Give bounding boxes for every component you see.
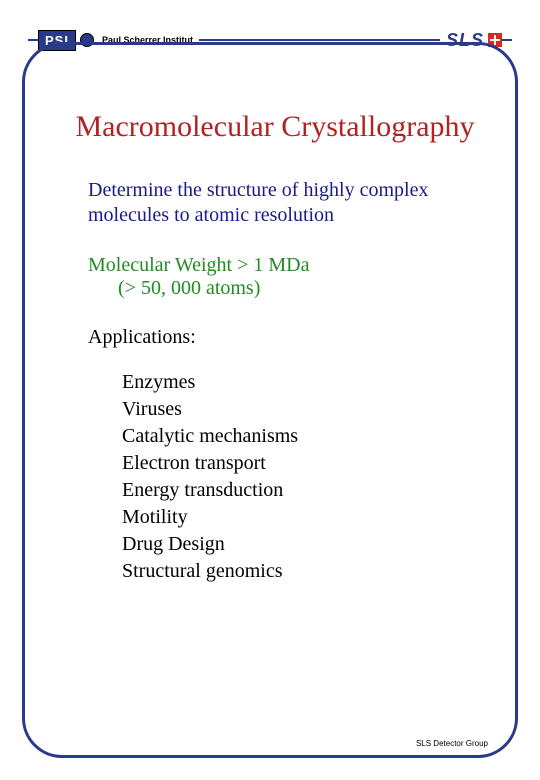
applications-label: Applications: (88, 326, 492, 349)
list-item: Electron transport (122, 450, 492, 477)
list-item: Catalytic mechanisms (122, 423, 492, 450)
list-item: Enzymes (122, 369, 492, 396)
list-item: Energy transduction (122, 477, 492, 504)
content-area: Macromolecular Crystallography Determine… (58, 110, 492, 585)
molecular-weight-block: Molecular Weight > 1 MDa (> 50, 000 atom… (88, 254, 492, 300)
list-item: Motility (122, 504, 492, 531)
molecular-weight-line2: (> 50, 000 atoms) (118, 277, 492, 300)
list-item: Structural genomics (122, 558, 492, 585)
slide: PSI Paul Scherrer Institut SLS Macromole… (0, 0, 540, 780)
molecular-weight-line1: Molecular Weight > 1 MDa (88, 254, 492, 277)
list-item: Drug Design (122, 531, 492, 558)
applications-list: Enzymes Viruses Catalytic mechanisms Ele… (122, 369, 492, 585)
header-rule-mid (199, 39, 440, 41)
list-item: Viruses (122, 396, 492, 423)
slide-title: Macromolecular Crystallography (58, 110, 492, 144)
header-rule-left (28, 39, 38, 41)
header-rule-right (502, 39, 512, 41)
footer-text: SLS Detector Group (416, 739, 488, 748)
slide-subtitle: Determine the structure of highly comple… (88, 178, 492, 228)
